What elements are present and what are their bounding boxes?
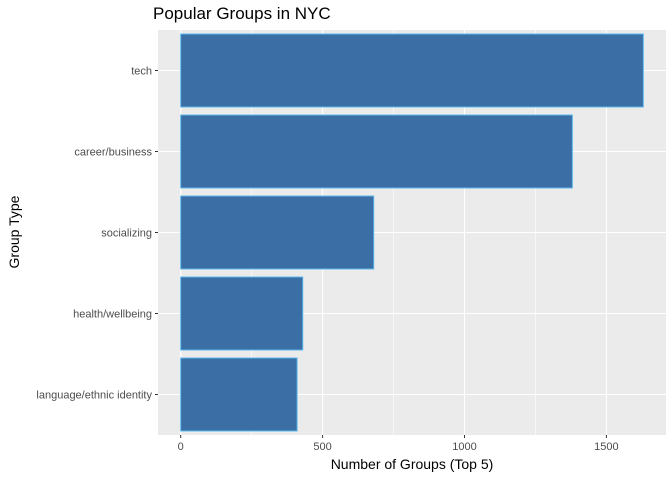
y-tick-label: career/business [74,147,152,159]
x-tick-label: 0 [178,441,184,453]
bars [180,33,644,432]
x-tick-label: 1500 [594,441,618,453]
x-axis-title: Number of Groups (Top 5) [331,456,494,472]
y-axis-title: Group Type [6,195,22,268]
chart-title: Popular Groups in NYC [153,4,331,23]
y-tick-label: health/wellbeing [73,309,152,321]
y-tick-label: tech [131,66,152,78]
bar-language-ethnic-identity [180,357,298,432]
x-axis-ticks: 0 500 1000 1500 [178,435,619,453]
bar-health-wellbeing [180,276,304,351]
bar-tech [180,33,644,108]
bar-career-business [180,114,573,189]
bar-socializing [180,195,375,270]
x-tick-label: 1000 [452,441,476,453]
y-tick-label: language/ethnic identity [36,390,152,402]
x-tick-label: 500 [313,441,331,453]
y-axis-ticks: tech career/business socializing health/wel… [36,66,158,402]
y-tick-label: socializing [101,228,152,240]
